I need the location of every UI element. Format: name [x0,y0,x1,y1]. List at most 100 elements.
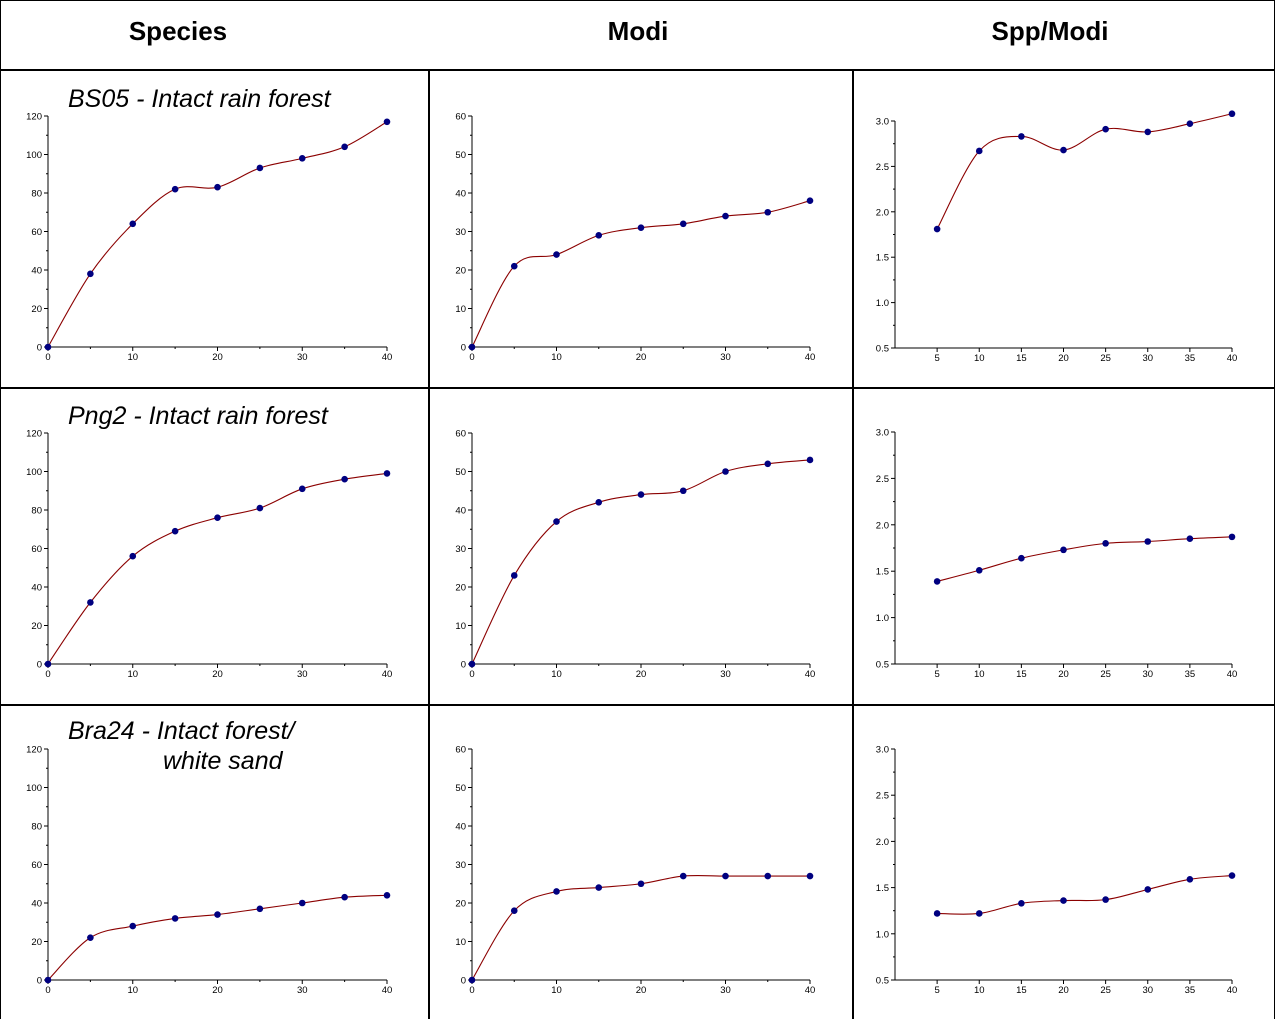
y-tick-label: 0.5 [876,344,889,355]
data-point [595,499,603,506]
x-tick-label: 30 [1142,985,1153,996]
site-label-bs05: BS05 - Intact rain forest [68,84,331,114]
y-tick-label: 30 [455,544,466,555]
frame-top [0,0,1275,1]
y-tick-label: 40 [31,583,42,594]
y-tick-label: 0 [461,660,466,671]
x-tick-label: 40 [1227,353,1238,364]
x-tick-label: 20 [636,669,647,680]
data-point [298,485,306,493]
y-tick-label: 50 [455,467,466,478]
data-point [129,552,137,560]
data-point [44,660,52,668]
data-point [129,922,137,930]
y-tick-label: 40 [455,506,466,517]
data-point [510,262,518,270]
data-point [1102,896,1109,903]
chart-svg: 0.5 1.0 1.5 2.0 2.5 3.0 5 10 15 20 25 30 35 40 [876,428,1238,681]
y-tick-label: 10 [455,304,466,315]
x-tick-label: 35 [1185,353,1196,364]
y-tick-label: 20 [455,266,466,277]
data-point [44,343,52,351]
site-label-bra24-line2: white sand [163,747,283,775]
y-tick-label: 2.0 [876,207,889,218]
y-tick-label: 1.0 [876,613,889,624]
y-tick-label: 20 [455,583,466,594]
data-point [1186,535,1194,543]
data-point [637,491,645,498]
site-label-bra24-line1: Bra24 - Intact forest/ [68,717,295,745]
y-tick-label: 2.5 [876,474,889,485]
data-point [1102,540,1109,547]
x-tick-label: 30 [720,352,731,363]
x-tick-label: 30 [1142,669,1153,680]
chart-bs05-species: 0 20 40 60 80 100 120 0 10 20 30 40 [0,71,1275,1019]
x-tick-label: 40 [382,669,393,680]
y-tick-label: 1.5 [876,883,889,894]
data-point [722,872,729,880]
site-label-line1: Png2 - Intact rain forest [68,402,328,430]
data-point [1186,120,1194,128]
data-point [383,118,391,126]
x-tick-label: 0 [469,985,474,996]
x-tick-label: 10 [127,985,138,996]
x-tick-label: 15 [1016,353,1027,364]
x-tick-label: 40 [382,985,393,996]
frame-row-divider-1 [0,387,1275,389]
data-point [383,470,391,477]
y-tick-label: 10 [455,937,466,948]
data-point [298,155,306,162]
y-tick-label: 0 [37,343,42,354]
x-tick-label: 0 [45,985,50,996]
site-label-png2: Png2 - Intact rain forest [68,401,328,431]
x-tick-label: 20 [212,985,223,996]
data-point [553,251,560,258]
x-tick-label: 10 [551,985,562,996]
data-point [468,343,476,351]
data-point [256,905,264,913]
y-tick-label: 100 [26,467,42,478]
x-tick-label: 25 [1100,985,1111,996]
y-tick-label: 20 [455,899,466,910]
data-point [679,872,687,880]
x-tick-label: 30 [720,985,731,996]
y-tick-label: 80 [31,506,42,517]
chart-svg: 0 10 20 30 40 50 60 0 10 20 30 40 [455,429,816,681]
x-tick-label: 5 [934,985,939,996]
x-tick-label: 0 [45,352,50,363]
data-point [553,518,560,525]
data-point [975,147,983,155]
y-tick-label: 100 [26,783,42,794]
y-tick-label: 20 [31,937,42,948]
y-tick-label: 0 [37,660,42,671]
data-point [1144,886,1152,893]
x-tick-label: 35 [1185,669,1196,680]
data-point [341,475,348,483]
x-tick-label: 30 [297,669,308,680]
x-tick-label: 40 [805,669,816,680]
x-tick-label: 20 [1058,353,1069,364]
data-point [1186,875,1194,883]
data-point [1060,146,1067,154]
y-tick-label: 0.5 [876,976,889,987]
series-line [936,536,1233,582]
header-ratio: Spp/Modi [991,16,1109,46]
x-tick-label: 25 [1100,353,1111,364]
x-tick-label: 10 [974,353,985,364]
data-point [679,220,687,228]
data-point [214,514,221,521]
data-point [722,212,729,220]
data-point [975,566,983,574]
y-tick-label: 60 [455,429,466,440]
y-tick-label: 1.5 [876,253,889,264]
y-tick-label: 2.5 [876,162,889,173]
data-point [510,907,518,914]
x-tick-label: 30 [297,985,308,996]
x-tick-label: 10 [551,669,562,680]
x-tick-label: 20 [212,669,223,680]
y-tick-label: 60 [31,860,42,871]
data-point [468,976,476,984]
data-point [1228,110,1236,118]
data-point [1060,546,1067,554]
